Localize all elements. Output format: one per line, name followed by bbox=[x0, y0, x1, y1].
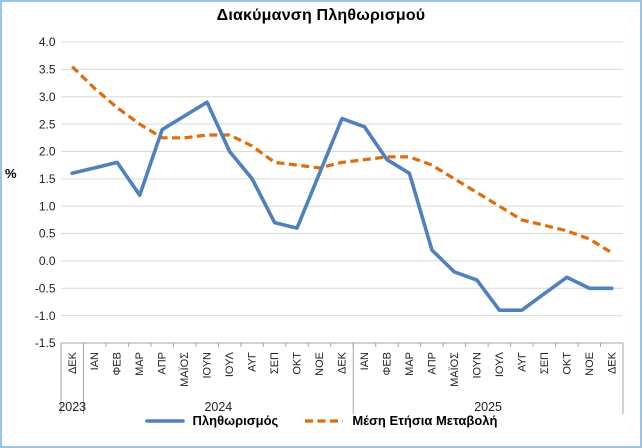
legend-item-inflation: Πληθωρισμός bbox=[144, 413, 279, 428]
legend-solid-line-swatch bbox=[144, 418, 185, 423]
x-tick-label: ΔΕΚ bbox=[67, 351, 79, 374]
series-average-line bbox=[71, 65, 613, 255]
x-tick-label: ΙΑΝ bbox=[89, 352, 101, 370]
x-tick-label: ΟΚΤ bbox=[292, 352, 304, 375]
x-tick-label: ΣΕΠ bbox=[539, 352, 551, 374]
legend-dashed-line-swatch bbox=[305, 418, 344, 423]
y-tick-label: 0.0 bbox=[39, 254, 56, 268]
x-tick-label: ΜΑΪΟΣ bbox=[179, 352, 191, 387]
x-tick-label: ΔΕΚ bbox=[606, 351, 618, 374]
x-tick-label: ΜΑΡ bbox=[404, 352, 416, 376]
x-tick-label: ΔΕΚ bbox=[337, 351, 349, 374]
x-tick-label: ΜΑΪΟΣ bbox=[449, 352, 461, 387]
x-tick-label: ΑΥΓ bbox=[247, 352, 259, 372]
legend: Πληθωρισμός Μέση Ετήσια Μεταβολή bbox=[2, 413, 640, 428]
x-tick-label: ΑΠΡ bbox=[157, 352, 169, 375]
legend-item-average: Μέση Ετήσια Μεταβολή bbox=[304, 413, 497, 428]
y-tick-label: -1.0 bbox=[35, 309, 56, 323]
y-tick-label: 3.0 bbox=[39, 90, 56, 104]
legend-label-average: Μέση Ετήσια Μεταβολή bbox=[352, 413, 498, 428]
y-tick-label: -0.5 bbox=[35, 281, 56, 295]
year-label: 2023 bbox=[58, 400, 86, 414]
year-label: 2024 bbox=[204, 400, 232, 414]
x-tick-label: ΙΟΥΛ bbox=[494, 351, 506, 377]
x-tick-label: ΜΑΡ bbox=[134, 352, 146, 376]
x-tick-label: ΙΟΥΝ bbox=[471, 352, 483, 379]
x-tick-label: ΙΑΝ bbox=[359, 352, 371, 370]
y-tick-label: 2.5 bbox=[39, 117, 56, 131]
x-tick-label: ΙΟΥΛ bbox=[224, 351, 236, 377]
x-tick-label: ΦΕΒ bbox=[112, 352, 124, 375]
y-tick-label: 2.0 bbox=[39, 145, 56, 159]
y-tick-label: 1.5 bbox=[39, 172, 56, 186]
year-label: 2025 bbox=[474, 400, 502, 414]
x-tick-label: ΑΥΓ bbox=[516, 352, 528, 372]
x-tick-label: ΟΚΤ bbox=[561, 352, 573, 375]
legend-label-inflation: Πληθωρισμός bbox=[192, 413, 279, 428]
y-tick-label: 0.5 bbox=[39, 227, 56, 241]
x-tick-label: ΑΠΡ bbox=[426, 352, 438, 375]
y-tick-label: 4.0 bbox=[39, 35, 56, 49]
x-tick-label: ΝΟΕ bbox=[584, 352, 596, 376]
chart-title: Διακύμανση Πληθωρισμού bbox=[216, 7, 426, 24]
x-tick-label: ΝΟΕ bbox=[314, 352, 326, 376]
series-inflation-line bbox=[70, 100, 614, 313]
x-tick-label: ΙΟΥΝ bbox=[202, 352, 214, 379]
y-tick-label: 1.0 bbox=[39, 199, 56, 213]
x-tick-label: ΦΕΒ bbox=[381, 352, 393, 375]
x-tick-label: ΣΕΠ bbox=[269, 352, 281, 374]
y-tick-label: 3.5 bbox=[39, 63, 56, 77]
y-tick-label: -1.5 bbox=[35, 336, 56, 350]
y-axis-unit-label: % bbox=[5, 166, 17, 181]
